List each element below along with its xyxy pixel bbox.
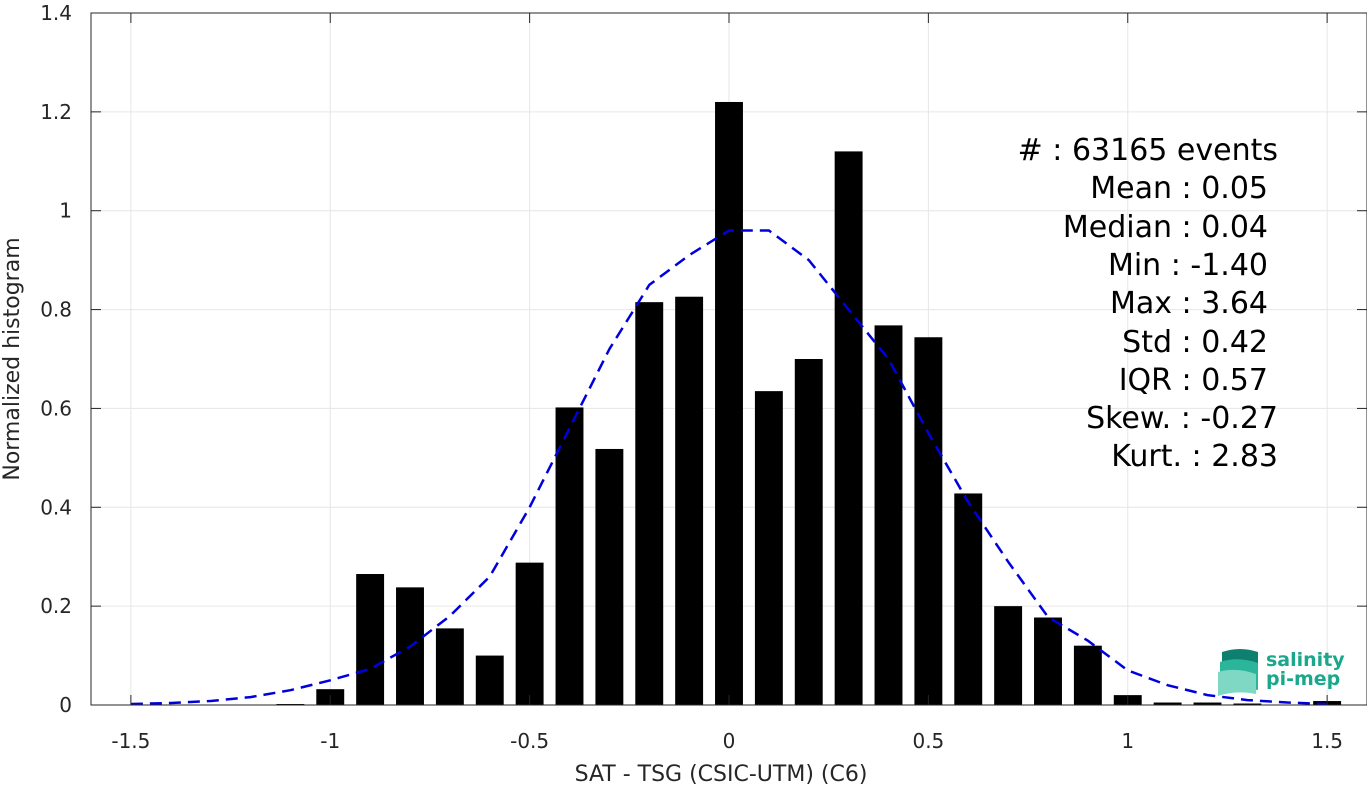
- y-tick-label: 0.2: [40, 594, 72, 618]
- axis-ticks: [91, 12, 1367, 706]
- histogram-bar: [754, 391, 783, 705]
- histogram-bar: [914, 337, 943, 705]
- stat-events: # : 63165 events: [1018, 133, 1278, 168]
- y-axis-title: Normalized histogram: [0, 237, 25, 480]
- normal-fit-curve: [130, 229, 1328, 706]
- stat-max: Max : 3.64: [1110, 286, 1268, 321]
- y-tick-label: 0: [59, 693, 72, 717]
- stat-std: Std : 0.42: [1122, 325, 1268, 360]
- x-axis-title: SAT - TSG (CSIC-UTM) (C6): [575, 762, 868, 785]
- stat-mean: Mean : 0.05: [1090, 171, 1268, 206]
- y-tick-label: 0.4: [40, 495, 72, 519]
- histogram-bar: [1073, 645, 1102, 705]
- x-tick-label: 1: [1121, 729, 1134, 753]
- histogram-bar: [475, 655, 504, 705]
- histogram-bar: [515, 562, 544, 705]
- histogram-bar: [356, 574, 385, 705]
- histogram-bars: [276, 101, 1342, 706]
- x-tick-label: -1.5: [111, 729, 150, 753]
- histogram-bar: [715, 101, 743, 705]
- histogram-bar: [635, 302, 664, 705]
- histogram-bar: [954, 493, 983, 705]
- histogram-bar: [595, 448, 624, 705]
- histogram-bar: [794, 359, 823, 705]
- x-tick-label: -0.5: [510, 729, 549, 753]
- y-tick-label: 1.4: [40, 1, 72, 25]
- y-tick-label: 0.8: [40, 298, 72, 322]
- salinity-pimep-logo: salinity pi-mep: [1218, 649, 1345, 696]
- logo-line1: salinity: [1266, 649, 1345, 671]
- logo-line2: pi-mep: [1266, 668, 1340, 690]
- histogram-bar: [1034, 617, 1062, 705]
- y-tick-label: 1.2: [40, 100, 72, 124]
- stat-iqr: IQR : 0.57: [1119, 363, 1268, 398]
- histogram-bar: [1193, 702, 1222, 705]
- x-tick-label: 0: [723, 729, 736, 753]
- histogram-bar: [1233, 703, 1262, 705]
- y-tick-labels: 0 0.2 0.4 0.6 0.8 1 1.2 1.4: [40, 1, 72, 717]
- x-tick-label: 1.5: [1311, 729, 1343, 753]
- histogram-bar: [435, 628, 464, 705]
- histogram-bar: [874, 325, 903, 705]
- y-tick-label: 1: [59, 199, 72, 223]
- histogram-bar: [994, 606, 1023, 705]
- histogram-bar: [675, 296, 704, 705]
- x-tick-label: 0.5: [912, 729, 944, 753]
- histogram-bar: [555, 407, 584, 705]
- statistics-annotations: # : 63165 events Mean : 0.05 Median : 0.…: [1018, 133, 1278, 474]
- stat-skew: Skew. : -0.27: [1086, 401, 1278, 436]
- x-tick-labels: -1.5 -1 -0.5 0 0.5 1 1.5: [111, 729, 1343, 753]
- histogram-bar: [834, 151, 863, 705]
- stat-median: Median : 0.04: [1063, 210, 1268, 245]
- stat-min: Min : -1.40: [1108, 248, 1268, 283]
- x-tick-label: -1: [320, 729, 340, 753]
- logo-waves-icon: [1218, 649, 1258, 696]
- y-tick-label: 0.6: [40, 396, 72, 420]
- histogram-bar: [1153, 702, 1182, 705]
- stat-kurt: Kurt. : 2.83: [1111, 439, 1278, 474]
